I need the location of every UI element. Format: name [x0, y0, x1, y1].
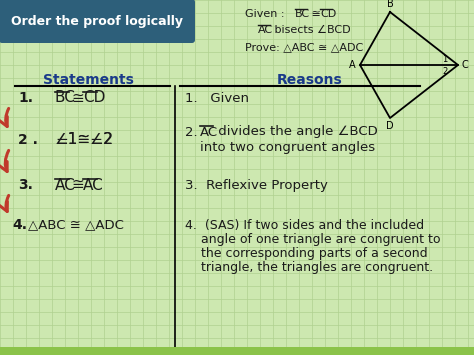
- Text: 1.: 1.: [18, 91, 33, 105]
- Text: Statements: Statements: [43, 73, 134, 87]
- Text: CD: CD: [83, 91, 105, 105]
- Text: Prove: △ABC ≅ △ADC: Prove: △ABC ≅ △ADC: [245, 42, 363, 52]
- Text: 2.: 2.: [185, 126, 198, 138]
- FancyBboxPatch shape: [0, 0, 195, 43]
- Text: 2: 2: [442, 66, 447, 76]
- Text: ∠1≅∠2: ∠1≅∠2: [55, 132, 114, 147]
- Text: Given :: Given :: [245, 9, 292, 19]
- Text: 3.  Reflexive Property: 3. Reflexive Property: [185, 179, 328, 191]
- Text: 4.  (SAS) If two sides and the included: 4. (SAS) If two sides and the included: [185, 218, 424, 231]
- Text: 1: 1: [442, 55, 447, 65]
- Text: △ABC ≅ △ADC: △ABC ≅ △ADC: [28, 218, 124, 231]
- Text: Order the proof logically: Order the proof logically: [11, 15, 183, 27]
- Text: into two congruent angles: into two congruent angles: [200, 142, 375, 154]
- Text: AC: AC: [55, 178, 76, 192]
- Text: triangle, the triangles are congruent.: triangle, the triangles are congruent.: [185, 261, 433, 273]
- Bar: [0, 347, 474, 355]
- Text: CD: CD: [320, 9, 336, 19]
- Text: C: C: [462, 60, 469, 70]
- Text: B: B: [387, 0, 393, 9]
- Text: ≅: ≅: [308, 9, 324, 19]
- Text: 4.: 4.: [12, 218, 27, 232]
- Text: BC: BC: [55, 91, 76, 105]
- Text: BC: BC: [295, 9, 310, 19]
- Text: A: A: [349, 60, 356, 70]
- Text: 3.: 3.: [18, 178, 33, 192]
- Text: Reasons: Reasons: [277, 73, 343, 87]
- Text: divides the angle ∠BCD: divides the angle ∠BCD: [214, 126, 378, 138]
- Text: bisects ∠BCD: bisects ∠BCD: [271, 25, 351, 35]
- Text: AC: AC: [200, 126, 218, 138]
- Text: D: D: [386, 121, 394, 131]
- Text: AC: AC: [258, 25, 273, 35]
- Text: 1.   Given: 1. Given: [185, 92, 249, 104]
- Text: ≅: ≅: [71, 91, 84, 105]
- Text: ≅: ≅: [71, 178, 84, 192]
- Text: 2 .: 2 .: [18, 133, 38, 147]
- Text: the corresponding parts of a second: the corresponding parts of a second: [185, 246, 428, 260]
- Text: angle of one triangle are congruent to: angle of one triangle are congruent to: [185, 233, 440, 246]
- Text: −1≅−2: −1≅−2: [55, 132, 112, 147]
- Text: AC: AC: [83, 178, 104, 192]
